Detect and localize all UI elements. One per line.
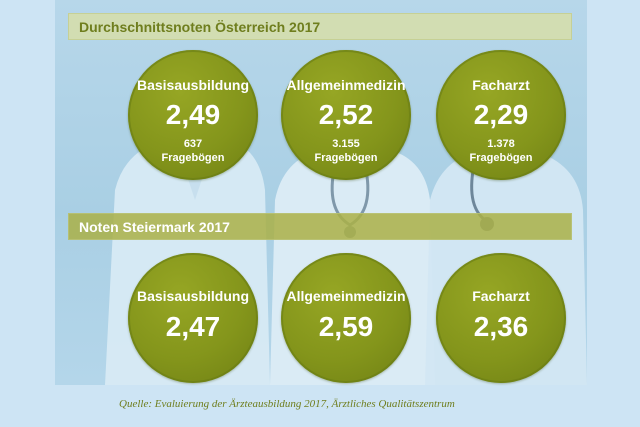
circle-count-label: Fragebögen [469,152,533,164]
section-header-austria: Durchschnittsnoten Österreich 2017 [68,13,572,40]
circle-label: Allgemeinmedizin [286,288,406,304]
circle-count-label: Fragebögen [161,152,225,164]
circle-label: Basisausbildung [136,77,250,93]
circle-value: 2,36 [473,311,529,342]
section-title: Durchschnittsnoten Österreich 2017 [79,19,321,35]
circle-count: 1.378 [487,138,515,150]
section-title: Noten Steiermark 2017 [79,219,230,235]
circle-label: Basisausbildung [136,288,250,304]
source-note: Quelle: Evaluierung der Ärzteausbildung … [119,398,455,410]
grade-circle-facharzt: Facharzt 2,29 1.378 Fragebögen [436,50,566,180]
circle-count-block: 3.155 Fragebögen [281,137,411,165]
circle-value: 2,52 [318,99,374,130]
section-header-steiermark: Noten Steiermark 2017 [68,213,572,240]
grade-circle-allgemeinmedizin-stmk: Allgemeinmedizin 2,59 [281,253,411,383]
grade-circle-facharzt-stmk: Facharzt 2,36 [436,253,566,383]
circle-value: 2,59 [318,311,374,342]
circle-count-block: 1.378 Fragebögen [436,137,566,165]
circle-label: Facharzt [472,288,530,304]
grade-circle-allgemeinmedizin: Allgemeinmedizin 2,52 3.155 Fragebögen [281,50,411,180]
grade-circle-basisausbildung-stmk: Basisausbildung 2,47 [128,253,258,383]
circle-label: Facharzt [472,77,530,93]
circle-count-label: Fragebögen [314,152,378,164]
grade-circle-basisausbildung: Basisausbildung 2,49 637 Fragebögen [128,50,258,180]
circle-count: 637 [183,138,203,150]
circle-value: 2,29 [473,99,529,130]
circle-value: 2,47 [165,311,221,342]
circle-label: Allgemeinmedizin [286,77,406,93]
circle-count: 3.155 [332,138,360,150]
circle-value: 2,49 [165,99,221,130]
circle-count-block: 637 Fragebögen [128,137,258,165]
